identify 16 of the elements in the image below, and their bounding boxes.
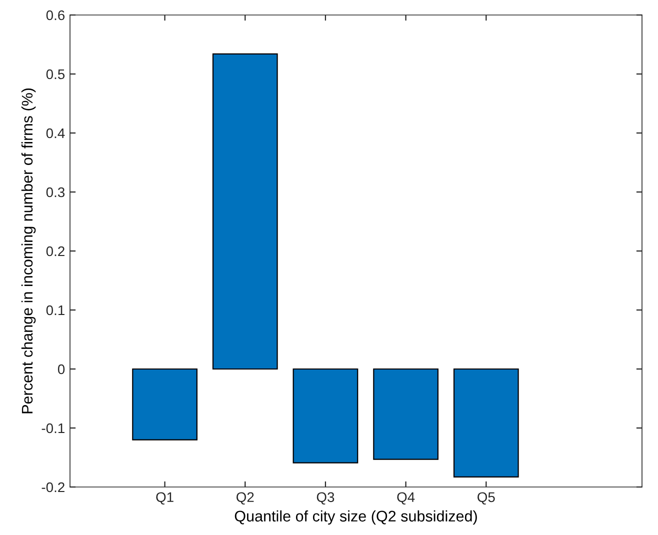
y-tick-label: -0.1 (42, 423, 64, 434)
y-tick-label: 0.4 (46, 128, 65, 138)
y-tick-label: 0.1 (46, 305, 64, 316)
y-tick-label: 0.2 (46, 246, 64, 256)
x-tick-label: Q4 (397, 492, 415, 505)
x-tick-label: Q2 (236, 492, 254, 505)
x-tick-label: Q3 (316, 492, 334, 505)
y-tick-label: -0.2 (42, 482, 64, 492)
x-tick-label: Q1 (156, 492, 174, 505)
y-tick-label: 0.5 (46, 69, 65, 80)
y-tick-label: 0.3 (46, 187, 65, 198)
y-tick-label: 0 (58, 364, 65, 374)
x-tick-label: Q5 (478, 492, 495, 505)
y-axis-title: Percent change in incoming number of firms (%) (21, 88, 36, 414)
y-tick-label: 0.6 (46, 10, 65, 20)
x-axis-title: Quantile of city size (Q2 subsidized) (234, 510, 477, 525)
